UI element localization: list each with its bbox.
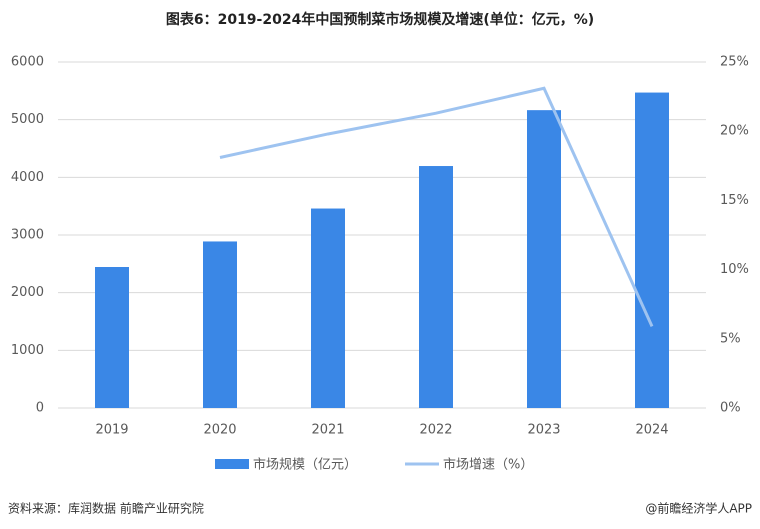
y-tick-label: 1000 <box>11 343 44 358</box>
bar <box>203 241 237 408</box>
y2-tick-label: 20% <box>720 124 749 139</box>
legend-swatch <box>215 459 249 469</box>
y-tick-label: 3000 <box>11 228 44 243</box>
y-tick-label: 4000 <box>11 170 44 185</box>
bar <box>311 208 345 408</box>
y-tick-label: 5000 <box>11 112 44 127</box>
bar <box>95 267 129 408</box>
legend-label: 市场规模（亿元） <box>253 457 357 473</box>
y-tick-label: 2000 <box>11 285 44 300</box>
y2-tick-label: 5% <box>720 331 741 346</box>
x-tick-label: 2022 <box>419 423 452 438</box>
y2-tick-label: 25% <box>720 55 749 70</box>
line <box>219 86 654 327</box>
x-tick-label: 2024 <box>635 423 668 438</box>
y-tick-label: 6000 <box>11 55 44 70</box>
chart-title: 图表6：2019-2024年中国预制菜市场规模及增速(单位：亿元，%) <box>166 11 594 28</box>
y2-tick-label: 0% <box>720 401 741 416</box>
x-tick-label: 2020 <box>203 423 236 438</box>
bar <box>419 166 453 408</box>
x-tick-label: 2021 <box>311 423 344 438</box>
x-tick-label: 2019 <box>95 423 128 438</box>
y2-tick-label: 15% <box>720 193 749 208</box>
y-tick-label: 0 <box>36 401 44 416</box>
bar <box>635 92 669 409</box>
y2-tick-label: 10% <box>720 262 749 277</box>
legend-label: 市场增速（%） <box>443 457 533 473</box>
source-note: 资料来源：库润数据 前瞻产业研究院 <box>8 501 204 516</box>
x-tick-label: 2023 <box>527 423 560 438</box>
credit: @前瞻经济学人APP <box>645 501 752 516</box>
bar <box>527 110 561 408</box>
